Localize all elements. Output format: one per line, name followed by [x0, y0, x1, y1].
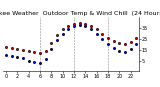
Title: Milwaukee Weather  Outdoor Temp & Wind Chill  (24 Hours): Milwaukee Weather Outdoor Temp & Wind Ch…	[0, 11, 160, 16]
